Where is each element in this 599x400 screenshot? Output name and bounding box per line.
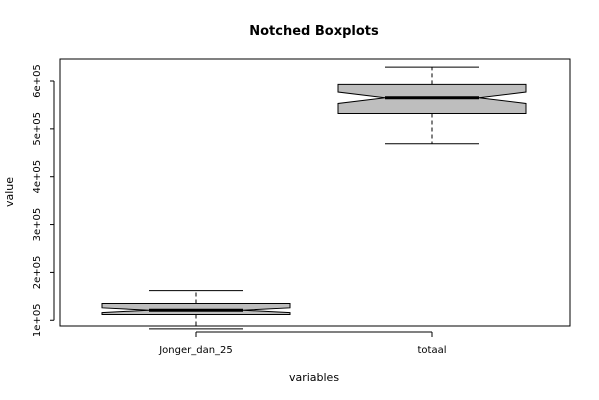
y-tick-label: 6e+05 [32, 64, 43, 98]
plot-frame [59, 58, 571, 327]
box-totaal [337, 66, 527, 145]
y-tick-label: 1e+05 [32, 303, 43, 337]
x-tick-label: Jonger_dan_25 [158, 345, 233, 356]
y-tick-label: 5e+05 [32, 112, 43, 146]
y-tick-label: 3e+05 [32, 208, 43, 242]
x-axis: Jonger_dan_25 totaal [158, 331, 447, 356]
y-axis-label: value [3, 177, 16, 207]
y-axis: 1e+05 2e+05 3e+05 4e+05 5e+05 6e+05 [32, 64, 55, 337]
box-Jonger_dan_25 [101, 290, 291, 330]
x-axis-label: variables [289, 371, 339, 384]
y-tick-label: 4e+05 [32, 160, 43, 194]
x-tick-label: totaal [418, 345, 447, 356]
y-tick-label: 2e+05 [32, 256, 43, 290]
boxes [101, 66, 527, 330]
chart-title: Notched Boxplots [249, 24, 379, 39]
